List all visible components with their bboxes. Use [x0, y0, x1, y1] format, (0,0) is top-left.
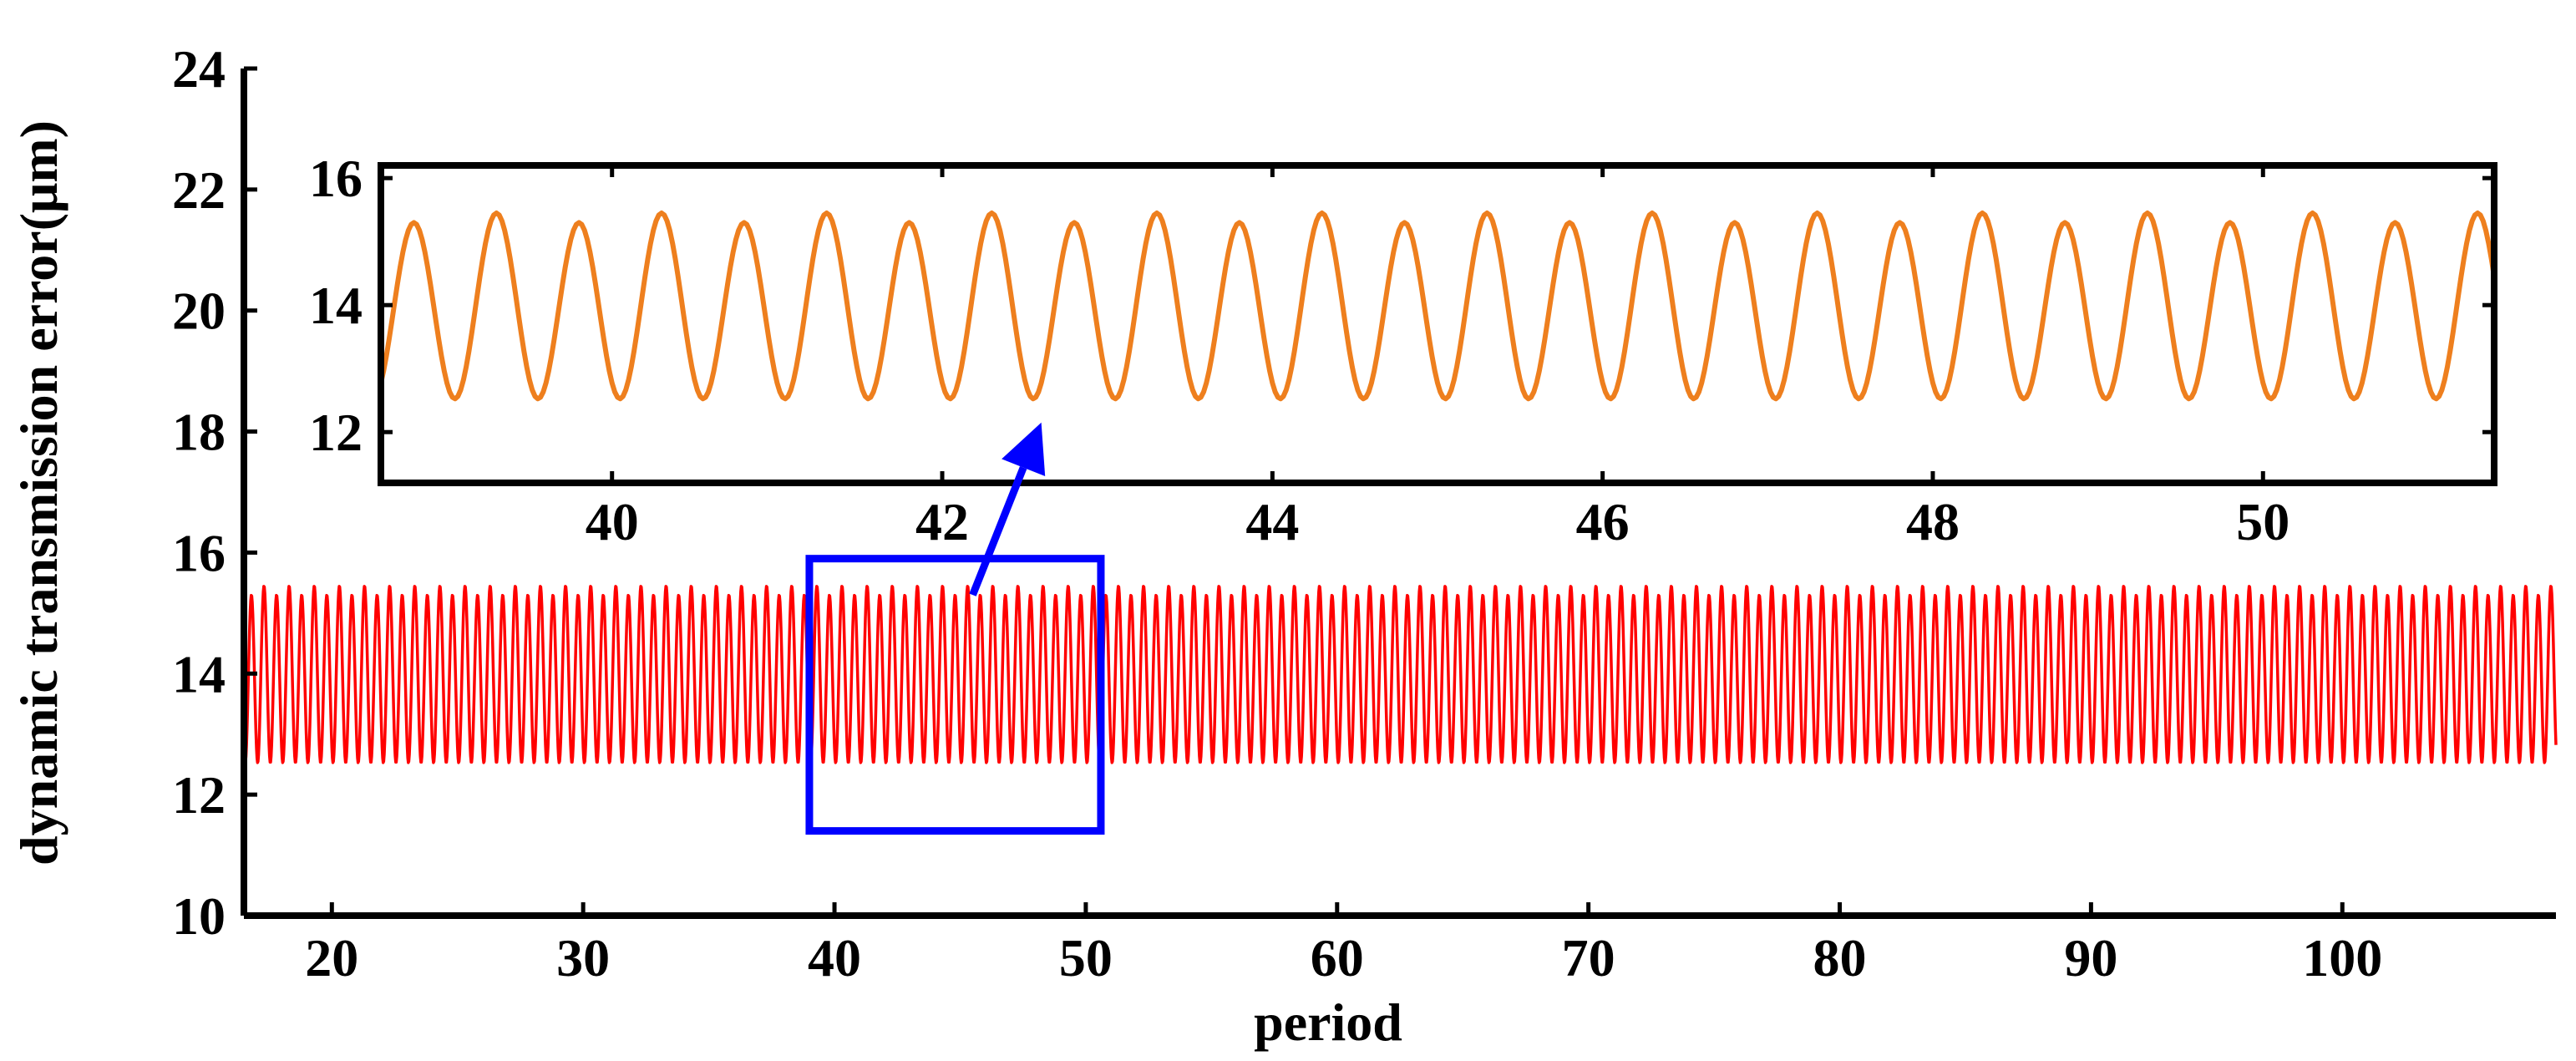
zoom-arrow-shaft: [969, 466, 1027, 596]
arrow-layer: [969, 422, 1046, 596]
inset-x-tick-label: 44: [1245, 492, 1299, 551]
zoom-arrow-head: [1001, 422, 1046, 477]
main-x-tick-label: 50: [1059, 928, 1113, 987]
zoom-box: [805, 555, 1105, 835]
main-y-tick-label: 12: [172, 765, 226, 825]
main-y-tick-label: 14: [172, 644, 226, 703]
main-y-tick-label: 10: [172, 886, 226, 946]
main-y-tick-label: 22: [172, 160, 226, 220]
inset-series-line-0: [378, 211, 2497, 402]
inset-x-tick-label: 48: [1906, 492, 1960, 551]
main-y-tick-label: 16: [172, 523, 226, 582]
inset-x-tick-label: 40: [586, 492, 639, 551]
main-series-line-0: [242, 585, 2558, 764]
inset-y-tick-label: 16: [309, 149, 363, 208]
inset-y-tick-label: 14: [309, 276, 363, 335]
x-axis-title: period: [1254, 992, 1402, 1052]
inset-background: [381, 165, 2494, 483]
inset-y-tick-label: 12: [309, 403, 363, 462]
zoom-box-layer: [805, 555, 1105, 835]
inset-frame: [378, 162, 2497, 486]
main-x-tick-label: 40: [808, 928, 861, 987]
main-x-tick-label: 70: [1562, 928, 1615, 987]
main-y-tick-label: 20: [172, 282, 226, 341]
main-x-tick-label: 80: [1813, 928, 1867, 987]
inset-x-tick-label: 46: [1576, 492, 1630, 551]
main-x-tick-label: 20: [305, 928, 358, 987]
main-plot: 20 30 40 50 60 70 80 90 100 10 12 14 16 18 20 22 24: [172, 39, 2558, 987]
inset-plot: 40 42 44 46 48 50 12 14 16: [309, 149, 2497, 551]
inset-x-tick-label: 50: [2236, 492, 2289, 551]
main-x-tick-label: 90: [2064, 928, 2117, 987]
main-x-tick-label: 100: [2302, 928, 2382, 987]
y-axis-title: dynamic transmission error(μm): [9, 120, 68, 866]
main-y-tick-label: 18: [172, 403, 226, 462]
main-x-tick-label: 60: [1311, 928, 1364, 987]
main-x-tick-label: 30: [556, 928, 610, 987]
main-y-tick-label: 24: [172, 39, 226, 99]
inset-x-tick-label: 42: [915, 492, 969, 551]
